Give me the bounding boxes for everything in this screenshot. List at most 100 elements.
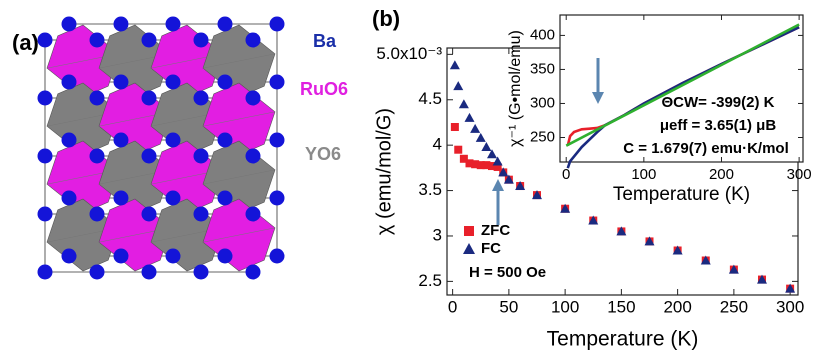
x-tick-label: 250 [720, 297, 748, 316]
y-tick-label: 2.5 [418, 271, 442, 290]
atom-label: Ba [313, 31, 337, 51]
ba-atom [113, 74, 129, 90]
ba-atom [113, 132, 129, 148]
data-point [644, 236, 655, 246]
ba-atom [61, 16, 77, 32]
ba-atom [141, 206, 157, 222]
ba-atom [113, 16, 129, 32]
y-tick-label: 3 [433, 225, 442, 244]
ba-atom [269, 190, 285, 206]
x-tick-label: 200 [663, 297, 691, 316]
annotation: H = 500 Oe [469, 264, 546, 281]
data-point [488, 162, 496, 171]
annotation: ΘCW= -399(2) K [662, 94, 775, 111]
ba-atom [165, 190, 181, 206]
data-point [476, 161, 485, 170]
ba-atom [37, 32, 53, 48]
ba-atom [141, 148, 157, 164]
ba-atom [61, 248, 77, 264]
octahedron-edge [202, 53, 276, 69]
ba-atom [217, 16, 233, 32]
ba-atom [217, 190, 233, 206]
ba-atom [217, 248, 233, 264]
octahedron-edge [202, 111, 276, 127]
ba-atom [245, 90, 261, 106]
ba-atom [165, 132, 181, 148]
x-tick-label: 300 [787, 166, 812, 183]
data-point [616, 226, 627, 236]
data-point [459, 154, 468, 163]
ba-atom [89, 148, 105, 164]
legend-marker [464, 226, 474, 236]
data-point [493, 162, 502, 171]
x-tick-label: 0 [448, 297, 457, 316]
data-point [700, 255, 711, 265]
data-point [453, 81, 464, 91]
x-tick-label: 100 [631, 166, 656, 183]
data-point [588, 215, 599, 225]
ba-atom [61, 74, 77, 90]
y-tick-label: 3.5 [418, 180, 442, 199]
atom-label: RuO6 [300, 79, 348, 99]
ba-atom [141, 32, 157, 48]
data-point [470, 123, 481, 133]
ba-atom [245, 264, 261, 280]
ba-atom [113, 190, 129, 206]
data-point [482, 161, 491, 170]
ba-atom [37, 148, 53, 164]
data-point [728, 264, 739, 274]
x-tick-label: 300 [776, 297, 804, 316]
ba-atom [245, 206, 261, 222]
legend-label: FC [481, 240, 501, 257]
x-tick-label: 200 [709, 166, 734, 183]
data-line [565, 23, 800, 147]
data-point [487, 149, 497, 159]
annotation: C = 1.679(7) emu·K/mol [623, 140, 788, 157]
ba-atom [193, 264, 209, 280]
data-point [471, 160, 480, 169]
x-tick-label: 50 [499, 297, 518, 316]
octahedron-edge [202, 227, 276, 243]
ba-atom [37, 264, 53, 280]
x-tick-label: 0 [562, 166, 570, 183]
data-point [475, 132, 486, 142]
y-axis-title: χ⁻¹ (G•mol/emu) [507, 30, 524, 147]
ba-atom [269, 74, 285, 90]
ba-atom [165, 74, 181, 90]
ba-atom [165, 248, 181, 264]
ba-atom [193, 206, 209, 222]
ba-atom [89, 264, 105, 280]
panel-label: (b) [372, 6, 400, 31]
ba-atom [89, 32, 105, 48]
x-axis-title: Temperature (K) [547, 328, 699, 351]
ba-atom [141, 90, 157, 106]
data-point [450, 123, 459, 132]
data-point [498, 167, 509, 177]
ba-atom [245, 32, 261, 48]
ba-atom [193, 148, 209, 164]
data-point [672, 245, 683, 255]
x-tick-label: 150 [607, 297, 635, 316]
ba-atom [89, 206, 105, 222]
ba-atom [193, 32, 209, 48]
arrow-head [592, 92, 604, 104]
annotation: μeff = 3.65(1) μB [660, 117, 776, 134]
data-point [465, 159, 474, 168]
data-point [492, 156, 503, 166]
octahedron-edge [202, 169, 276, 185]
plot-frame [559, 14, 804, 163]
ba-atom [269, 248, 285, 264]
ba-atom [37, 90, 53, 106]
x-tick-label: 100 [551, 297, 579, 316]
panel-label: (a) [12, 30, 39, 55]
y-axis-title: χ (emu/mol/G) [373, 108, 395, 235]
ba-atom [193, 90, 209, 106]
ba-atom [217, 132, 233, 148]
y-tick-label: 400 [530, 26, 555, 43]
y-tick-label: 4.5 [418, 89, 442, 108]
data-point [560, 203, 571, 213]
y-tick-label: 250 [530, 128, 555, 145]
ba-atom [165, 16, 181, 32]
crystal-structure [37, 16, 285, 280]
